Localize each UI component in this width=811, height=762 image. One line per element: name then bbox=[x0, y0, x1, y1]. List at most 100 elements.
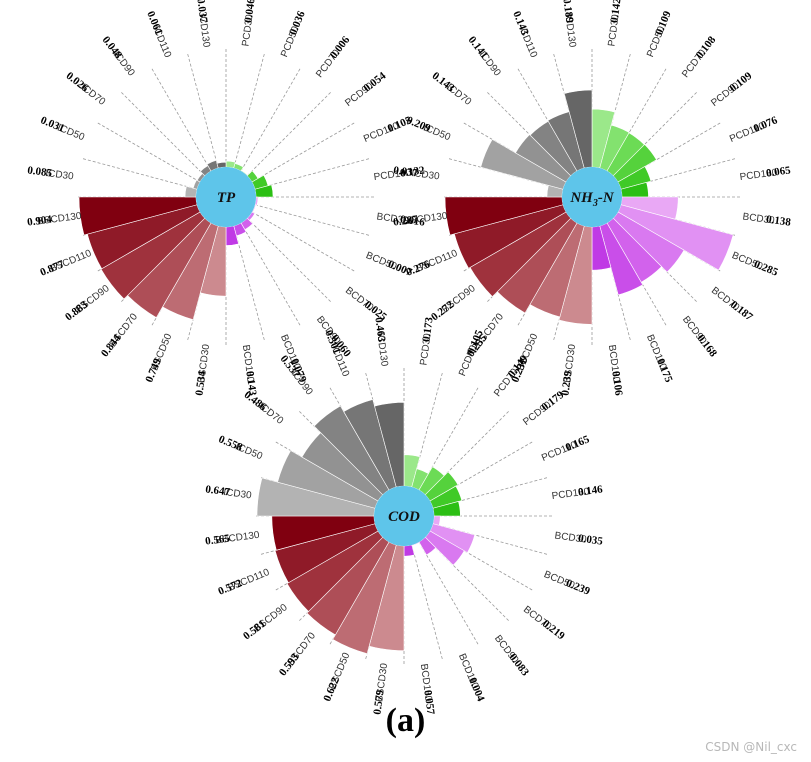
category-label: BSCD30 bbox=[196, 343, 212, 383]
value-label: 0.031 bbox=[39, 114, 66, 135]
center-hub bbox=[196, 167, 256, 227]
grid-spoke bbox=[246, 217, 333, 304]
category-label: ICD130 bbox=[562, 13, 577, 48]
grid-spoke bbox=[119, 90, 206, 177]
figure-caption: (a) bbox=[385, 702, 426, 739]
value-label: 0.037 bbox=[393, 164, 420, 179]
value-label: 0.085 bbox=[27, 164, 54, 179]
value-label: 0.239 bbox=[559, 370, 574, 397]
radial-chart-tp: PCD300.046PCD500.036PCD700.006PCD900.054… bbox=[26, 0, 426, 397]
category-label: BCD130 bbox=[240, 344, 256, 383]
center-hub bbox=[374, 486, 434, 546]
value-label: 0.106 bbox=[609, 370, 624, 397]
value-label: 0.016 bbox=[399, 214, 426, 229]
category-label: BCD30 bbox=[376, 212, 410, 227]
chart-title: NH3-N bbox=[569, 190, 614, 209]
value-label: 0.749 bbox=[143, 356, 164, 384]
value-label: 0.501 bbox=[322, 328, 343, 355]
category-label: PCD130 bbox=[739, 167, 778, 183]
category-label: PCD130 bbox=[373, 167, 412, 183]
value-label: 0.209 bbox=[405, 114, 433, 135]
value-label: 0.572 bbox=[216, 577, 244, 598]
grid-spoke bbox=[240, 66, 302, 172]
value-label: 0.565 bbox=[204, 532, 231, 547]
category-label: ICD30 bbox=[411, 168, 441, 183]
grid-spoke bbox=[418, 541, 480, 647]
value-label: 0.187 bbox=[728, 299, 755, 324]
category-label: BSCD30 bbox=[374, 662, 390, 702]
value-label: 0.035 bbox=[577, 533, 604, 548]
value-label: 0.132 bbox=[399, 164, 426, 179]
value-label: 0.006 bbox=[328, 34, 353, 61]
category-label: BCD30 bbox=[554, 531, 588, 546]
bar-bcd130 bbox=[403, 544, 415, 557]
radial-chart-nh3n: PCD300.142PCD500.109PCD700.108PCD900.109… bbox=[392, 0, 792, 397]
value-label: 0.061 bbox=[144, 9, 165, 36]
grid-spoke bbox=[246, 90, 333, 177]
watermark: CSDN @Nil_cxc bbox=[705, 740, 797, 754]
value-label: 0.647 bbox=[205, 483, 232, 498]
category-label: BCD30 bbox=[742, 212, 776, 227]
value-label: 0.143 bbox=[510, 9, 531, 37]
value-label: 0.165 bbox=[564, 433, 592, 454]
value-label: 0.004 bbox=[466, 676, 487, 704]
value-label: 0.175 bbox=[654, 357, 675, 385]
value-label: 0.057 bbox=[421, 689, 436, 716]
radial-chart-cod: PCD300.173PCD500.105PCD700.149PCD900.179… bbox=[204, 316, 604, 716]
grid-spoke bbox=[254, 157, 371, 190]
chart-title: COD bbox=[388, 509, 420, 525]
value-label: 0.534 bbox=[193, 370, 208, 397]
value-label: 0.076 bbox=[752, 114, 780, 135]
value-label: 0.904 bbox=[26, 213, 53, 228]
category-label: BCD130 bbox=[418, 663, 434, 702]
value-label: 0.276 bbox=[404, 258, 432, 279]
category-label: BSCD30 bbox=[562, 343, 578, 383]
grid-spoke bbox=[81, 157, 198, 190]
value-label: 0.143 bbox=[243, 370, 258, 397]
grid-spoke bbox=[254, 204, 371, 237]
grid-spoke bbox=[233, 52, 266, 169]
value-label: 0.558 bbox=[217, 433, 245, 454]
value-label: 0.065 bbox=[765, 164, 792, 179]
value-label: 0.622 bbox=[321, 675, 342, 703]
chart-title: TP bbox=[217, 190, 236, 206]
category-label: PCD30 bbox=[419, 332, 434, 366]
value-label: 0.287 bbox=[392, 213, 419, 228]
value-label: 0.109 bbox=[653, 9, 674, 37]
category-label: ICD130 bbox=[196, 13, 211, 48]
grid-spoke bbox=[251, 211, 357, 273]
value-label: 0.285 bbox=[752, 258, 780, 279]
category-label: ICD30 bbox=[45, 168, 75, 183]
value-label: 0.146 bbox=[577, 483, 604, 498]
category-label: PCD30 bbox=[241, 13, 256, 47]
grid-spoke bbox=[240, 222, 302, 328]
value-label: 0.219 bbox=[540, 618, 567, 643]
value-label: 0.037 bbox=[194, 0, 209, 24]
value-label: 0.579 bbox=[371, 689, 386, 716]
value-label: 0.463 bbox=[372, 316, 387, 343]
center-hub bbox=[562, 167, 622, 227]
grid-spoke bbox=[411, 544, 444, 661]
grid-spoke bbox=[95, 121, 201, 183]
value-label: 0.138 bbox=[765, 214, 792, 229]
value-label: 0.189 bbox=[560, 0, 575, 24]
value-label: 0.054 bbox=[361, 70, 388, 95]
value-label: 0.173 bbox=[421, 316, 436, 343]
category-label: PCD130 bbox=[551, 486, 590, 502]
value-label: 0.168 bbox=[695, 332, 720, 359]
grid-spoke bbox=[233, 225, 266, 342]
value-label: 0.877 bbox=[38, 258, 66, 279]
category-label: ICD130 bbox=[374, 332, 389, 367]
category-label: PCD30 bbox=[607, 13, 622, 47]
value-label: 0.108 bbox=[694, 34, 719, 61]
grid-spoke bbox=[186, 52, 219, 169]
category-label: ICD30 bbox=[223, 487, 253, 502]
value-label: 0.239 bbox=[564, 577, 592, 598]
value-label: 0.046 bbox=[243, 0, 258, 24]
value-label: 0.036 bbox=[287, 9, 308, 37]
grid-spoke bbox=[620, 157, 737, 190]
category-label: BCD130 bbox=[606, 344, 622, 383]
grid-spoke bbox=[251, 121, 357, 183]
value-label: 0.142 bbox=[609, 0, 624, 24]
